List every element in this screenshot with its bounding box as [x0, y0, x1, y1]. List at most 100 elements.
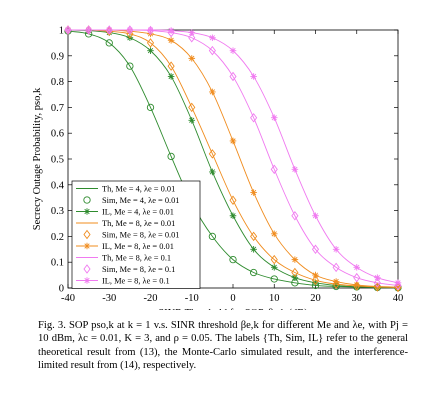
y-tick-label: 1 — [59, 26, 64, 37]
chart-svg: -40 -30 -20 -10 0 10 20 30 40 0 0.1 0.2 0.3 0.4 0.5 0.6… — [32, 25, 404, 310]
legend-marker — [83, 242, 91, 250]
data-point — [353, 264, 361, 271]
data-point — [373, 282, 381, 292]
data-point — [250, 112, 258, 123]
data-point — [394, 279, 402, 287]
legend-label: Sim, Me = 4, λe = 0.01 — [102, 196, 179, 205]
data-point — [250, 73, 257, 80]
legend-marker — [83, 229, 91, 240]
data-point — [353, 272, 361, 283]
data-point — [249, 268, 258, 277]
series-9 — [64, 26, 402, 287]
data-point — [311, 244, 320, 255]
data-point — [291, 274, 299, 281]
data-point — [188, 102, 196, 113]
y-tick-label: 0.7 — [51, 103, 64, 114]
data-point — [85, 25, 93, 35]
data-point — [250, 231, 258, 242]
x-tick-label: -30 — [102, 293, 116, 304]
data-point — [332, 279, 340, 289]
legend-label: Th, Me = 4, λe = 0.01 — [102, 185, 175, 194]
x-axis-label: SINR Threshold for SOP, βe,k (dB) — [158, 308, 308, 310]
legend-marker — [83, 196, 91, 204]
y-tick-label: 0.6 — [51, 129, 64, 140]
data-point — [208, 149, 216, 159]
data-point — [229, 47, 237, 54]
figure-caption: Fig. 3. SOP pso,k at k = 1 v.s. SINR thr… — [38, 320, 408, 372]
data-point — [167, 27, 175, 34]
data-point — [147, 26, 154, 34]
data-point — [229, 255, 237, 264]
legend-box — [71, 180, 201, 289]
legend-label: Sim, Me = 8, λe = 0.1 — [102, 265, 175, 274]
data-point — [126, 26, 134, 34]
data-point — [167, 73, 175, 80]
series-1 — [67, 30, 399, 289]
data-point — [146, 38, 155, 48]
x-tick-label: -10 — [185, 293, 199, 304]
x-tick-label: 10 — [269, 293, 280, 304]
data-point — [270, 254, 278, 265]
legend-item: Sim, Me = 8, λe = 0.01 — [83, 229, 179, 240]
legend-marker — [83, 277, 91, 284]
data-point — [311, 275, 320, 286]
y-tick-label: 0.3 — [51, 206, 64, 217]
data-point — [167, 61, 175, 71]
legend-item: Sim, Me = 4, λe = 0.01 — [83, 196, 179, 205]
data-point — [64, 26, 72, 34]
data-point — [146, 25, 155, 36]
data-point — [229, 137, 237, 145]
x-tick-label: 0 — [230, 293, 235, 304]
x-tick-label: 20 — [310, 293, 321, 304]
data-point — [229, 195, 237, 206]
data-point — [208, 45, 216, 56]
y-tick-label: 0.9 — [51, 51, 64, 62]
x-tick-label: -40 — [61, 293, 75, 304]
legend-item: Th, Me = 8, λe = 0.1 — [76, 254, 171, 263]
legend-item: Th, Me = 4, λe = 0.01 — [76, 185, 175, 194]
data-point — [353, 281, 361, 289]
y-tick-label: 0.2 — [51, 232, 64, 243]
data-point — [291, 256, 299, 263]
data-point — [105, 39, 113, 47]
data-point — [291, 166, 299, 173]
legend-label: IL, Me = 4, λe = 0.01 — [102, 208, 174, 217]
data-point — [332, 282, 340, 289]
data-point — [270, 164, 278, 175]
data-point — [64, 25, 72, 35]
legend-marker — [83, 264, 91, 274]
data-point — [167, 27, 175, 38]
x-tick-label: 30 — [352, 293, 363, 304]
data-point — [188, 32, 196, 43]
data-point — [332, 262, 340, 273]
legend-item: Sim, Me = 8, λe = 0.1 — [83, 264, 175, 274]
y-tick-label: 0.1 — [51, 258, 64, 269]
legend-label: IL, Me = 8, λe = 0.01 — [102, 242, 174, 251]
data-point — [291, 211, 299, 221]
x-tick-label: 40 — [393, 293, 404, 304]
data-point — [394, 283, 402, 291]
legend-label: Th, Me = 8, λe = 0.1 — [102, 254, 171, 263]
data-point — [126, 62, 134, 70]
series-line — [67, 30, 399, 289]
legend-label: IL, Me = 8, λe = 0.1 — [102, 277, 170, 286]
y-tick-label: 0.4 — [51, 180, 65, 191]
data-point — [229, 71, 237, 82]
legend-item: Th, Me = 8, λe = 0.01 — [76, 219, 175, 228]
data-point — [374, 274, 381, 281]
data-point — [332, 246, 340, 253]
legend-item: IL, Me = 8, λe = 0.01 — [76, 242, 174, 251]
legend-item: IL, Me = 8, λe = 0.1 — [76, 277, 170, 286]
data-point — [126, 25, 134, 35]
data-point — [209, 88, 216, 96]
data-point — [373, 278, 381, 288]
data-point — [270, 275, 278, 283]
data-point — [208, 232, 217, 241]
data-point — [312, 279, 319, 287]
series-8 — [64, 25, 402, 291]
data-point — [188, 55, 196, 62]
y-tick-label: 0.8 — [51, 77, 64, 88]
data-point — [250, 189, 257, 196]
data-point — [167, 37, 175, 44]
data-point — [85, 26, 92, 34]
